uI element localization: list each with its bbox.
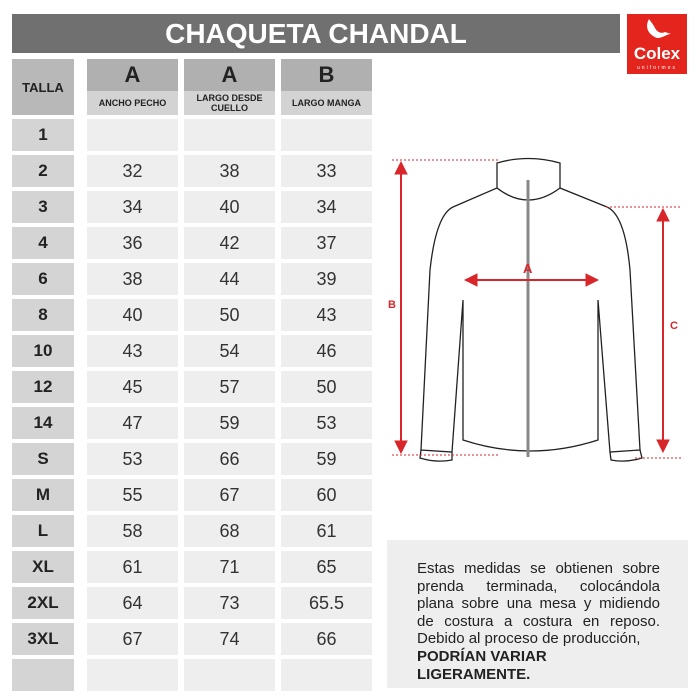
measure-cell: 71 [184, 551, 275, 583]
measure-cell: 53 [87, 443, 178, 475]
label-c: C [670, 320, 678, 332]
bird-icon [647, 19, 671, 38]
size-cell: S [12, 443, 74, 475]
measure-cell: 40 [87, 299, 178, 331]
measure-cell [281, 119, 372, 151]
size-cell: 10 [12, 335, 74, 367]
measure-cell [184, 119, 275, 151]
label-b: B [388, 299, 396, 311]
page-title: CHAQUETA CHANDAL [12, 14, 620, 53]
logo-subtitle: uniformes [637, 65, 677, 71]
measure-cell: 43 [281, 299, 372, 331]
measure-cell: 34 [87, 191, 178, 223]
size-cell: 2 [12, 155, 74, 187]
measure-cell: 50 [184, 299, 275, 331]
size-cell: XL [12, 551, 74, 583]
measure-cell [184, 659, 275, 691]
column-code: A [87, 59, 178, 91]
measure-cell: 65 [281, 551, 372, 583]
size-cell: 12 [12, 371, 74, 403]
measure-cell: 44 [184, 263, 275, 295]
measure-cell: 40 [184, 191, 275, 223]
measure-cell: 59 [281, 443, 372, 475]
size-cell: 3XL [12, 623, 74, 655]
size-cell: 4 [12, 227, 74, 259]
label-a: A [523, 261, 533, 276]
measure-cell: 36 [87, 227, 178, 259]
size-cell: L [12, 515, 74, 547]
measure-cell: 46 [281, 335, 372, 367]
talla-header: TALLA [12, 59, 74, 115]
measure-cell: 55 [87, 479, 178, 511]
measure-cell: 43 [87, 335, 178, 367]
size-cell [12, 659, 74, 691]
measure-cell: 37 [281, 227, 372, 259]
colex-logo: Colex uniformes [627, 14, 687, 74]
measure-arrows [392, 159, 682, 459]
measure-cell: 32 [87, 155, 178, 187]
measure-cell: 67 [87, 623, 178, 655]
column-label: LARGO DESDE CUELLO [184, 91, 275, 115]
column-label: ANCHO PECHO [87, 91, 178, 115]
measure-cell: 68 [184, 515, 275, 547]
measure-cell: 61 [87, 551, 178, 583]
measure-cell [87, 119, 178, 151]
measure-cell: 54 [184, 335, 275, 367]
size-cell: M [12, 479, 74, 511]
measure-cell: 47 [87, 407, 178, 439]
measure-cell: 61 [281, 515, 372, 547]
column-code: B [281, 59, 372, 91]
measure-cell: 38 [87, 263, 178, 295]
column-label: LARGO MANGA [281, 91, 372, 115]
jacket-outline [419, 157, 643, 462]
measure-cell [281, 659, 372, 691]
measure-cell: 33 [281, 155, 372, 187]
logo-brand: Colex [633, 44, 681, 63]
measure-cell: 73 [184, 587, 275, 619]
size-cell: 1 [12, 119, 74, 151]
measure-cell: 65.5 [281, 587, 372, 619]
note-warning: PODRÍAN VARIAR LIGERAMENTE. [417, 647, 547, 683]
measure-cell: 42 [184, 227, 275, 259]
measure-cell: 64 [87, 587, 178, 619]
size-cell: 6 [12, 263, 74, 295]
measure-cell: 59 [184, 407, 275, 439]
measure-cell: 34 [281, 191, 372, 223]
measurement-note: Estas medidas se obtienen sobre prenda t… [387, 540, 688, 688]
column-code: A [184, 59, 275, 91]
measure-cell: 66 [281, 623, 372, 655]
measure-cell: 53 [281, 407, 372, 439]
size-cell: 2XL [12, 587, 74, 619]
note-text: Estas medidas se obtienen sobre prenda t… [417, 560, 660, 648]
measure-cell: 67 [184, 479, 275, 511]
measure-cell [87, 659, 178, 691]
size-cell: 8 [12, 299, 74, 331]
measure-cell: 39 [281, 263, 372, 295]
measure-cell: 66 [184, 443, 275, 475]
measure-cell: 38 [184, 155, 275, 187]
measure-cell: 50 [281, 371, 372, 403]
size-cell: 3 [12, 191, 74, 223]
measure-cell: 58 [87, 515, 178, 547]
measure-cell: 60 [281, 479, 372, 511]
size-cell: 14 [12, 407, 74, 439]
measure-cell: 74 [184, 623, 275, 655]
measure-cell: 57 [184, 371, 275, 403]
measure-cell: 45 [87, 371, 178, 403]
